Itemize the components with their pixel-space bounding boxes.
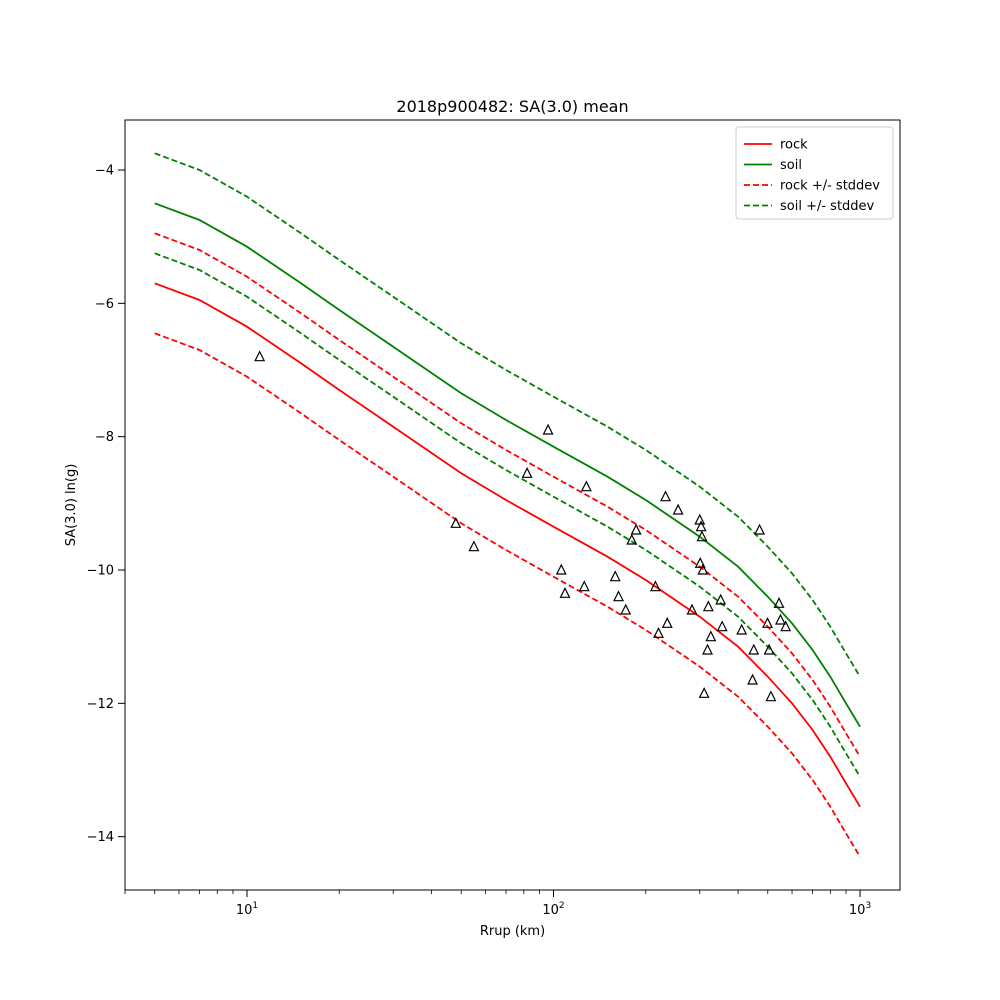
observation-marker [542, 423, 554, 435]
observation-marker [450, 516, 462, 528]
observation-marker [695, 520, 707, 532]
y-tick-label: −6 [95, 297, 114, 312]
observation-marker [715, 593, 727, 605]
x-tick-label: 101 [236, 901, 258, 918]
observation-marker [705, 630, 717, 642]
x-tick-label: 102 [542, 901, 564, 918]
x-axis-label: Rrup (km) [480, 924, 545, 939]
series-line-5 [154, 252, 861, 778]
observation-marker [521, 466, 533, 478]
observation-marker [649, 580, 661, 592]
observation-marker [672, 503, 684, 515]
legend-label: rock [780, 138, 808, 153]
series-line-0 [154, 282, 861, 808]
observation-marker [696, 530, 708, 542]
observation-marker [747, 673, 759, 685]
observation-marker [630, 523, 642, 535]
observation-marker [686, 603, 698, 615]
observation-marker [468, 540, 480, 552]
observation-marker [578, 580, 590, 592]
observation-marker [716, 620, 728, 632]
plot-area-frame [124, 119, 901, 891]
y-tick-label: −4 [95, 164, 114, 179]
observation-marker [609, 570, 621, 582]
series-line-4 [154, 152, 861, 678]
y-tick-label: −12 [87, 697, 114, 712]
observation-marker [773, 596, 785, 608]
x-tick-label: 103 [849, 901, 871, 918]
y-tick-label: −14 [87, 830, 114, 845]
observation-marker [763, 643, 775, 655]
legend-label: soil [780, 158, 802, 173]
observation-marker [762, 616, 773, 628]
observation-marker [620, 603, 632, 615]
legend: rock soil rock +/- stddev soil +/- stddev [735, 126, 894, 220]
observation-marker [774, 613, 786, 625]
y-axis-label: SA(3.0) ln(g) [64, 464, 79, 547]
observation-marker [254, 350, 266, 362]
y-tick-label: −10 [87, 564, 114, 579]
observation-marker [661, 616, 673, 628]
observation-marker [694, 556, 706, 568]
observation-marker [559, 586, 571, 598]
chart-title: 2018p900482: SA(3.0) mean [396, 97, 628, 116]
observation-marker [754, 523, 766, 535]
observation-marker [626, 533, 638, 545]
legend-label: rock +/- stddev [780, 179, 880, 194]
observation-marker [653, 626, 664, 638]
observation-marker [736, 623, 748, 635]
series-line-1 [154, 202, 861, 728]
observation-marker [780, 620, 792, 632]
observation-marker [702, 600, 714, 612]
observation-marker [660, 490, 672, 502]
observation-marker [748, 643, 760, 655]
series-layer [154, 152, 861, 858]
legend-label: soil +/- stddev [780, 199, 875, 214]
legend-box [735, 126, 894, 220]
observation-marker [555, 563, 567, 575]
observation-marker [765, 690, 777, 702]
observation-marker [702, 643, 713, 655]
observation-markers [254, 350, 792, 702]
observation-marker [580, 480, 592, 492]
y-tick-label: −8 [95, 430, 114, 445]
observation-marker [697, 563, 709, 575]
observation-marker [613, 590, 625, 602]
axes: 101 102 103 −14 −12 −10 −8 −6 −4 [87, 164, 872, 919]
observation-marker [698, 686, 710, 698]
series-line-2 [154, 232, 861, 758]
series-line-3 [154, 332, 861, 858]
